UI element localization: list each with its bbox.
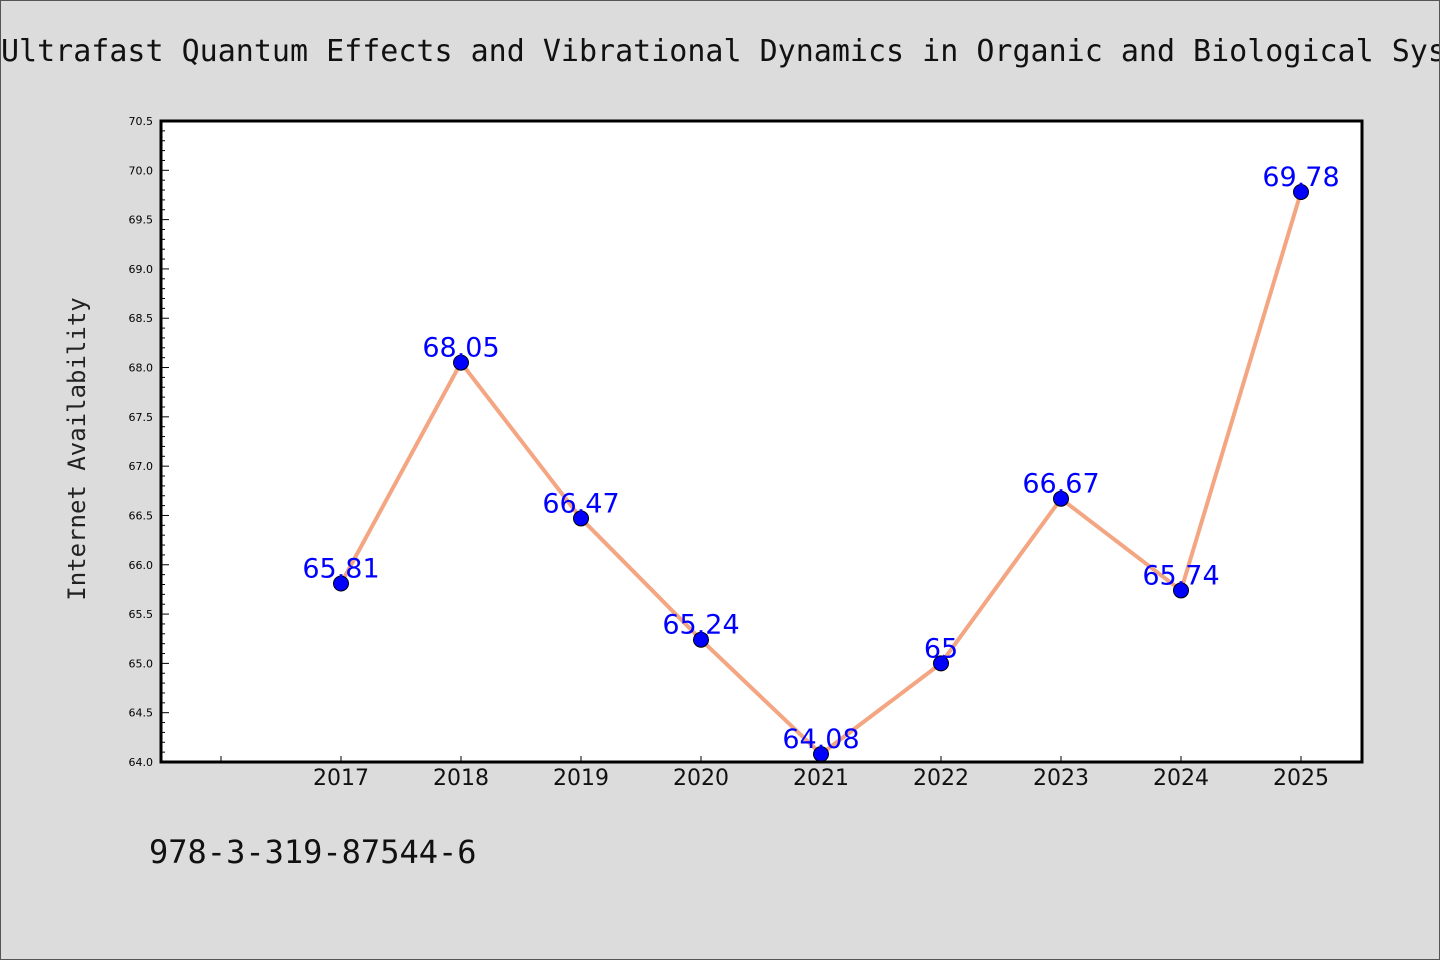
- x-tick-label: 2017: [313, 766, 369, 791]
- data-point: [693, 631, 709, 648]
- x-tick-label: 2019: [553, 766, 609, 791]
- x-tick-label: 2021: [793, 766, 849, 791]
- y-tick-label: 69.0: [129, 263, 154, 276]
- x-tick-label: 2025: [1273, 766, 1329, 791]
- series-line-segment: [339, 360, 463, 586]
- data-label: 65.74: [1142, 560, 1219, 591]
- y-tick-label: 66.0: [129, 559, 154, 572]
- data-point: [933, 655, 949, 672]
- y-tick-label: 66.5: [129, 509, 154, 522]
- y-tick-label: 70.0: [129, 164, 154, 177]
- x-tick-label: 2018: [433, 766, 489, 791]
- series-line-segment: [459, 360, 583, 521]
- data-label: 66.67: [1022, 469, 1099, 500]
- x-tick-label: 2022: [913, 766, 969, 791]
- data-point: [1293, 184, 1309, 201]
- series-line-segment: [939, 496, 1063, 666]
- y-tick-label: 64.0: [129, 756, 154, 769]
- series-line-segment: [819, 661, 943, 757]
- data-point: [1173, 582, 1189, 599]
- y-axis-label: Internet Availability: [63, 297, 91, 600]
- plot-frame: [159, 119, 1364, 764]
- plot-area: [161, 121, 1362, 762]
- y-tick-label: 67.5: [129, 411, 154, 424]
- x-tick-label: 2024: [1153, 766, 1209, 791]
- data-point: [573, 510, 589, 527]
- data-point: [1053, 490, 1069, 507]
- data-label: 69.78: [1262, 162, 1339, 193]
- series-line-segment: [1179, 190, 1303, 593]
- series-line-segment: [699, 637, 823, 757]
- y-tick-label: 68.5: [129, 312, 154, 325]
- isbn-text: 978-3-319-87544-6: [149, 833, 477, 871]
- data-point: [333, 575, 349, 592]
- x-tick-label: 2020: [673, 766, 729, 791]
- y-tick-label: 65.0: [129, 657, 154, 670]
- data-point: [453, 354, 469, 371]
- y-tick-label: 65.5: [129, 608, 154, 621]
- y-tick-label: 67.0: [129, 460, 154, 473]
- series-line-segment: [579, 516, 703, 642]
- data-label: 65: [924, 633, 958, 664]
- data-label: 65.24: [662, 610, 739, 641]
- y-tick-label: 68.0: [129, 362, 154, 375]
- x-tick-label: 2023: [1033, 766, 1089, 791]
- series-line-segment: [1059, 496, 1183, 593]
- y-tick-label: 69.5: [129, 214, 154, 227]
- chart-title: Ultrafast Quantum Effects and Vibrationa…: [1, 34, 1440, 69]
- data-label: 65.81: [302, 554, 379, 585]
- data-label: 68.05: [422, 333, 499, 364]
- y-tick-label: 64.5: [129, 707, 154, 720]
- data-label: 64.08: [782, 724, 859, 755]
- y-tick-label: 70.5: [129, 115, 154, 128]
- data-label: 66.47: [542, 488, 619, 519]
